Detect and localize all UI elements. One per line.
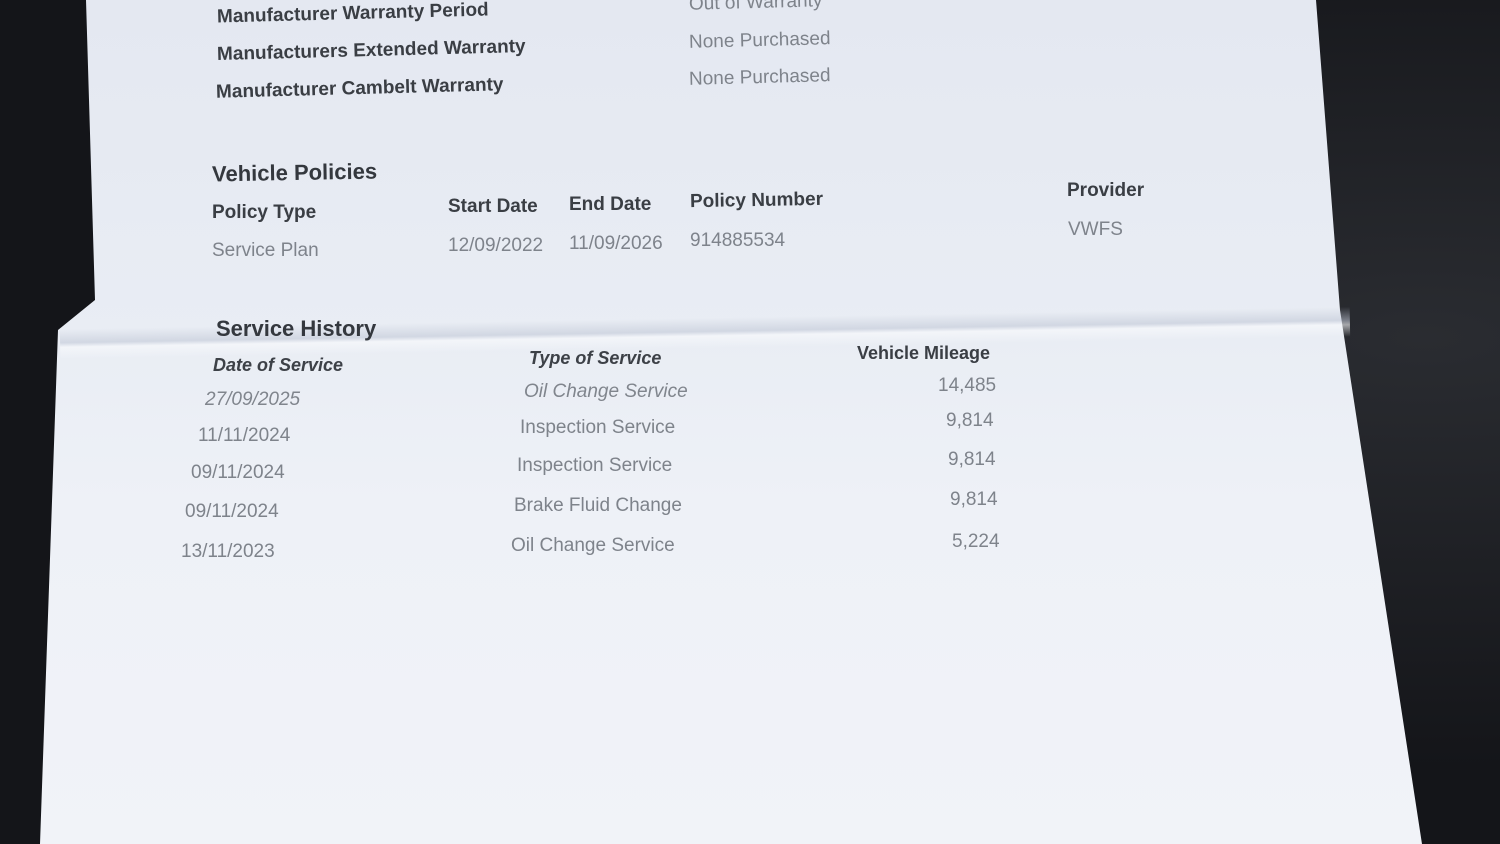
service-mileage: 5,224 — [952, 531, 1000, 552]
service-date: 27/09/2025 — [205, 389, 301, 410]
policy-header: Policy Type — [212, 202, 317, 223]
policy-cell: Service Plan — [212, 240, 319, 261]
vehicle-policies-title: Vehicle Policies — [211, 158, 378, 187]
service-type: Inspection Service — [520, 417, 676, 438]
policy-header: Policy Number — [689, 188, 824, 213]
service-date: 13/11/2023 — [181, 541, 275, 562]
policy-cell: 914885534 — [690, 230, 786, 251]
service-date: 09/11/2024 — [185, 501, 279, 522]
service-header: Vehicle Mileage — [857, 343, 991, 363]
service-date: 09/11/2024 — [191, 462, 285, 483]
service-header: Date of Service — [213, 355, 344, 375]
service-mileage: 9,814 — [950, 489, 998, 510]
warranty-value: None Purchased — [688, 65, 831, 90]
service-mileage: 14,485 — [938, 375, 997, 396]
service-mileage: 9,814 — [946, 410, 994, 431]
policy-cell: 11/09/2026 — [569, 233, 663, 254]
service-type: Inspection Service — [517, 455, 673, 476]
policy-cell: VWFS — [1068, 219, 1123, 240]
service-type: Brake Fluid Change — [514, 495, 682, 516]
service-mileage: 9,814 — [948, 449, 996, 470]
service-history-title: Service History — [216, 316, 377, 341]
policy-header: Start Date — [448, 196, 538, 217]
policy-header: Provider — [1067, 180, 1145, 201]
policy-header: End Date — [569, 194, 652, 215]
service-type: Oil Change Service — [524, 381, 688, 402]
service-type: Oil Change Service — [511, 535, 675, 556]
service-header: Type of Service — [529, 348, 662, 368]
warranty-value: None Purchased — [688, 28, 831, 53]
policy-cell: 12/09/2022 — [448, 235, 544, 256]
service-date: 11/11/2024 — [198, 425, 291, 446]
